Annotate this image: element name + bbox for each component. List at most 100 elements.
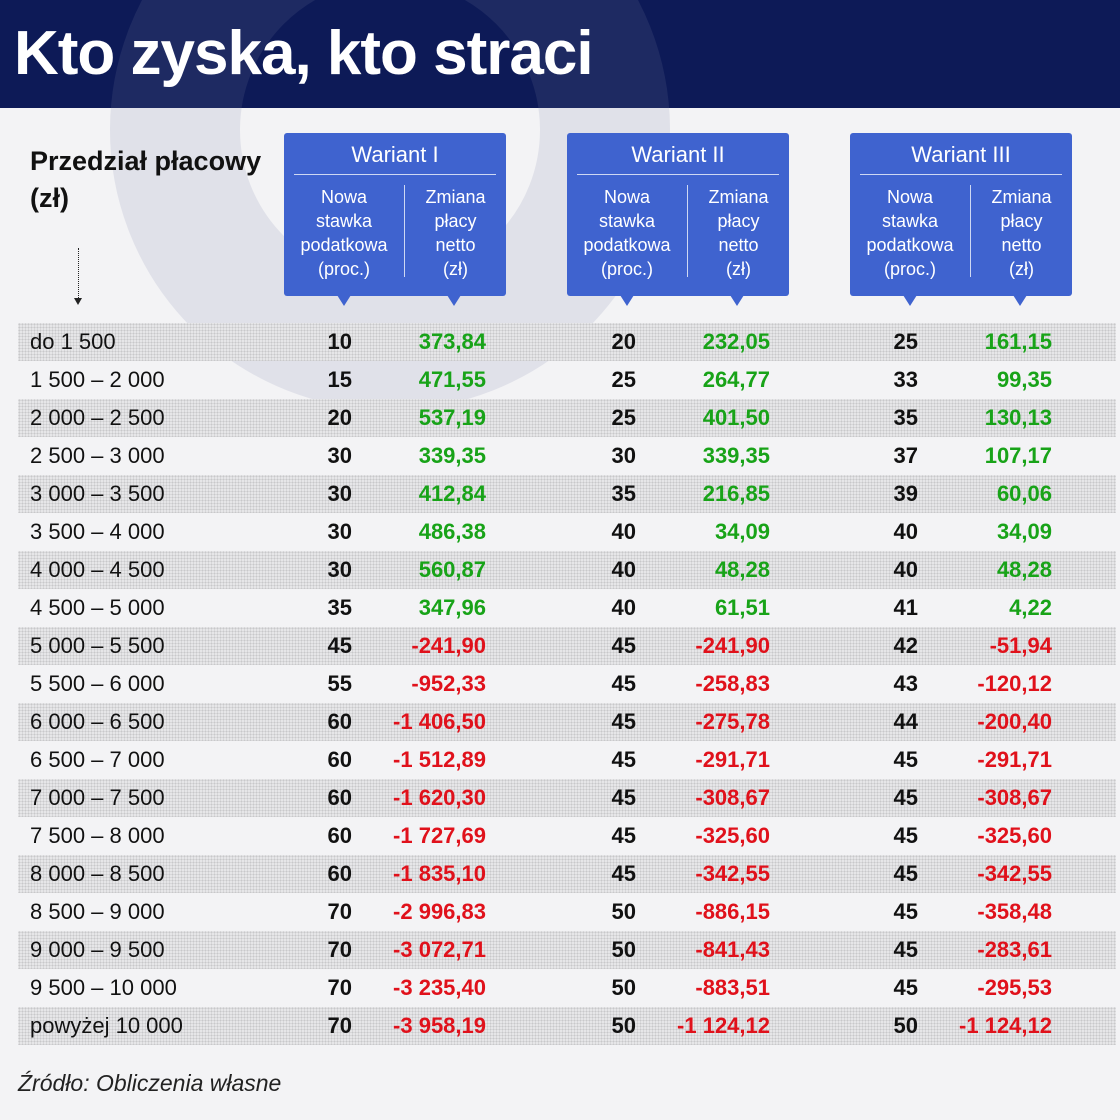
range-cell: 6 500 – 7 000 [30, 747, 165, 772]
variant-1-change-cell: 373,84 [418, 329, 486, 354]
variant-1-rate-cell: 30 [327, 443, 352, 468]
variant-2-change-cell: -275,78 [695, 709, 770, 734]
variant-2-change-cell: -886,15 [695, 899, 770, 924]
variant-1-change-cell: -1 620,30 [393, 785, 486, 810]
variant-3-change-cell: -1 124,12 [959, 1013, 1052, 1038]
rate-column-header: Nowa stawka podatkowa (proc.) [583, 187, 671, 279]
variant-3-rate-cell: 40 [893, 519, 918, 544]
variant-2-rate-cell: 50 [611, 975, 636, 1000]
table-row: 6 500 – 7 000 60 -1 512,89 45 -291,71 45 -291,… [18, 741, 1116, 779]
variant-2-change-cell: 264,77 [702, 367, 770, 392]
table-row: 8 000 – 8 500 60 -1 835,10 45 -342,55 45 -342,… [18, 855, 1116, 893]
variant-3-change-cell: 4,22 [1009, 595, 1052, 620]
rate-column-header: Nowa stawka podatkowa (proc.) [866, 187, 954, 279]
variant-2-change-cell: -325,60 [695, 823, 770, 848]
variant-title: Wariant I [351, 142, 439, 167]
range-cell: 9 500 – 10 000 [30, 975, 177, 1000]
variant-1-change-cell: -1 727,69 [393, 823, 486, 848]
variant-3-header: Wariant III Nowa stawka podatkowa (proc.… [850, 133, 1072, 306]
variant-3-rate-cell: 41 [893, 595, 918, 620]
range-cell: 7 500 – 8 000 [30, 823, 165, 848]
variant-3-change-cell: 48,28 [996, 557, 1052, 582]
table-row: 3 000 – 3 500 30 412,84 35 216,85 39 60,06 [18, 475, 1116, 513]
variant-2-rate-cell: 30 [611, 443, 636, 468]
variant-1-rate-cell: 35 [327, 595, 352, 620]
variant-1-change-cell: -3 235,40 [393, 975, 486, 1000]
variant-3-rate-cell: 45 [893, 785, 918, 810]
variant-3-change-cell: 34,09 [996, 519, 1052, 544]
variant-1-change-cell: 486,38 [418, 519, 486, 544]
range-cell: 8 500 – 9 000 [30, 899, 165, 924]
pointer-tail [337, 295, 351, 306]
variant-1-rate-cell: 60 [327, 785, 352, 810]
variant-3-rate-cell: 43 [893, 671, 918, 696]
variant-1-rate-cell: 60 [327, 709, 352, 734]
pointer-tail [1013, 295, 1027, 306]
variant-2-rate-cell: 45 [611, 785, 636, 810]
variant-3-change-cell: -358,48 [977, 899, 1052, 924]
source-note: Źródło: Obliczenia własne [18, 1070, 282, 1096]
table-row: 2 000 – 2 500 20 537,19 25 401,50 35 130,13 [18, 399, 1116, 437]
variant-1-change-cell: 560,87 [418, 557, 486, 582]
variant-3-rate-cell: 45 [893, 861, 918, 886]
variant-2-rate-cell: 50 [611, 899, 636, 924]
variant-3-change-cell: 60,06 [996, 481, 1052, 506]
variant-3-change-cell: 99,35 [996, 367, 1052, 392]
range-cell: powyżej 10 000 [30, 1013, 183, 1038]
variant-3-rate-cell: 45 [893, 975, 918, 1000]
range-cell: 2 000 – 2 500 [30, 405, 165, 430]
variant-1-change-cell: 347,96 [418, 595, 486, 620]
variant-2-change-cell: 34,09 [714, 519, 770, 544]
range-cell: 5 500 – 6 000 [30, 671, 165, 696]
table-row: 2 500 – 3 000 30 339,35 30 339,35 37 107,17 [18, 437, 1116, 475]
range-cell: 9 000 – 9 500 [30, 937, 165, 962]
variant-1-change-cell: 412,84 [418, 481, 486, 506]
variant-1-rate-cell: 60 [327, 747, 352, 772]
table-row: 3 500 – 4 000 30 486,38 40 34,09 40 34,09 [18, 513, 1116, 551]
variant-1-rate-cell: 55 [327, 671, 352, 696]
pointer-tail [730, 295, 744, 306]
variant-3-change-cell: 161,15 [984, 329, 1052, 354]
variant-3-change-cell: -295,53 [977, 975, 1052, 1000]
variant-2-change-cell: -308,67 [695, 785, 770, 810]
variant-2-change-cell: 401,50 [702, 405, 770, 430]
variant-title: Wariant III [911, 142, 1011, 167]
table-row: 5 000 – 5 500 45 -241,90 45 -241,90 42 -51,94 [18, 627, 1116, 665]
variant-1-change-cell: -1 512,89 [393, 747, 486, 772]
variant-2-rate-cell: 35 [611, 481, 636, 506]
variant-3-rate-cell: 25 [893, 329, 918, 354]
variant-1-rate-cell: 60 [327, 861, 352, 886]
variant-2-rate-cell: 50 [611, 1013, 636, 1038]
variant-3-rate-cell: 44 [893, 709, 918, 734]
variant-1-change-cell: -3 072,71 [393, 937, 486, 962]
variant-1-change-cell: -1 835,10 [393, 861, 486, 886]
table-row: 7 000 – 7 500 60 -1 620,30 45 -308,67 45 -308,… [18, 779, 1116, 817]
variant-1-rate-cell: 20 [327, 405, 352, 430]
change-column-header: Zmiana płacy netto (zł) [708, 187, 769, 279]
variant-3-change-cell: 130,13 [984, 405, 1052, 430]
variant-2-change-cell: -291,71 [695, 747, 770, 772]
range-cell: 1 500 – 2 000 [30, 367, 165, 392]
table-row: 8 500 – 9 000 70 -2 996,83 50 -886,15 45 -358,… [18, 893, 1116, 931]
table-row: 5 500 – 6 000 55 -952,33 45 -258,83 43 -120,12 [18, 665, 1116, 703]
range-cell: 8 000 – 8 500 [30, 861, 165, 886]
variant-2-rate-cell: 45 [611, 823, 636, 848]
title-banner: Kto zyska, kto straci [0, 0, 1120, 410]
variant-1-rate-cell: 70 [327, 1013, 352, 1038]
variant-3-change-cell: -308,67 [977, 785, 1052, 810]
table-row: 9 500 – 10 000 70 -3 235,40 50 -883,51 45 -295… [18, 969, 1116, 1007]
variant-1-change-cell: -1 406,50 [393, 709, 486, 734]
range-cell: 3 000 – 3 500 [30, 481, 165, 506]
variant-3-rate-cell: 35 [893, 405, 918, 430]
change-column-header: Zmiana płacy netto (zł) [991, 187, 1052, 279]
variant-2-rate-cell: 40 [611, 595, 636, 620]
page-title: Kto zyska, kto straci [14, 19, 594, 88]
variant-2-rate-cell: 45 [611, 861, 636, 886]
variant-1-rate-cell: 45 [327, 633, 352, 658]
down-arrow-icon [74, 298, 82, 305]
table-row: 6 000 – 6 500 60 -1 406,50 45 -275,78 44 -200,… [18, 703, 1116, 741]
variant-2-rate-cell: 45 [611, 747, 636, 772]
range-column-header: Przedział płacowy (zł) [30, 146, 262, 213]
variant-1-change-cell: 339,35 [418, 443, 486, 468]
variant-2-change-cell: -241,90 [695, 633, 770, 658]
